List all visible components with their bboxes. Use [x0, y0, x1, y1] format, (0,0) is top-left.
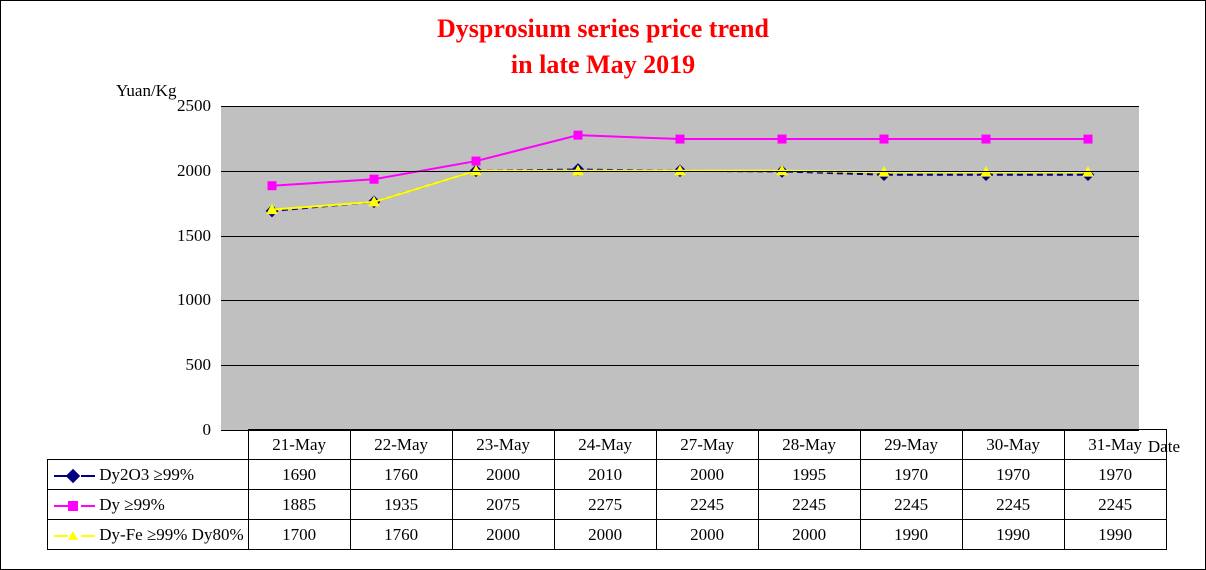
legend-marker-icon	[68, 531, 78, 540]
data-cell: 2245	[962, 490, 1064, 520]
data-cell: 1995	[758, 460, 860, 490]
data-cell: 1760	[350, 520, 452, 550]
category-header: 28-May	[758, 430, 860, 460]
table-header-row: 21-May22-May23-May24-May27-May28-May29-M…	[48, 430, 1167, 460]
series-name: Dy-Fe ≥99% Dy80%	[95, 525, 244, 544]
series-marker	[370, 175, 378, 183]
legend-marker-icon	[68, 501, 78, 511]
series-legend-cell: Dy-Fe ≥99% Dy80%	[48, 520, 249, 550]
legend-line-icon	[81, 475, 95, 477]
data-cell: 1970	[962, 460, 1064, 490]
legend-marker-icon	[66, 469, 80, 483]
y-tick-label: 1000	[151, 290, 211, 310]
y-tick-label: 2500	[151, 96, 211, 116]
y-tick-label: 2000	[151, 161, 211, 181]
series-marker	[982, 135, 990, 143]
series-marker	[574, 131, 582, 139]
gridline	[221, 106, 1139, 107]
series-name: Dy2O3 ≥99%	[95, 465, 194, 484]
category-header: 22-May	[350, 430, 452, 460]
series-marker	[880, 135, 888, 143]
data-cell: 2245	[860, 490, 962, 520]
chart-title: Dysprosium series price trend in late Ma…	[1, 11, 1205, 84]
data-cell: 2000	[554, 520, 656, 550]
series-marker	[268, 182, 276, 190]
data-cell: 1760	[350, 460, 452, 490]
category-header: 31-May	[1064, 430, 1166, 460]
category-header: 29-May	[860, 430, 962, 460]
data-cell: 1990	[860, 520, 962, 550]
legend-line-icon	[54, 505, 68, 507]
title-line-1: Dysprosium series price trend	[437, 14, 769, 43]
legend-line-icon	[81, 535, 95, 537]
data-cell: 2245	[758, 490, 860, 520]
data-cell: 1970	[860, 460, 962, 490]
series-legend-cell: Dy ≥99%	[48, 490, 249, 520]
data-cell: 2000	[656, 460, 758, 490]
gridline	[221, 236, 1139, 237]
legend-line-icon	[81, 505, 95, 507]
data-cell: 2000	[452, 460, 554, 490]
series-marker	[1084, 135, 1092, 143]
data-cell: 1690	[248, 460, 350, 490]
data-cell: 1885	[248, 490, 350, 520]
data-cell: 2275	[554, 490, 656, 520]
gridline	[221, 300, 1139, 301]
category-header: 30-May	[962, 430, 1064, 460]
data-cell: 1935	[350, 490, 452, 520]
series-legend-cell: Dy2O3 ≥99%	[48, 460, 249, 490]
series-marker	[472, 157, 480, 165]
y-tick-label: 1500	[151, 226, 211, 246]
chart-container: Dysprosium series price trend in late Ma…	[0, 0, 1206, 570]
legend-line-icon	[54, 535, 68, 537]
data-cell: 2000	[452, 520, 554, 550]
table-row: Dy2O3 ≥99%169017602000201020001995197019…	[48, 460, 1167, 490]
category-header: 23-May	[452, 430, 554, 460]
table-row: Dy ≥99%188519352075227522452245224522452…	[48, 490, 1167, 520]
plot-area	[221, 106, 1139, 430]
data-cell: 2000	[656, 520, 758, 550]
table-row: Dy-Fe ≥99% Dy80%170017602000200020002000…	[48, 520, 1167, 550]
data-cell: 2245	[1064, 490, 1166, 520]
data-cell: 1990	[1064, 520, 1166, 550]
data-cell: 2075	[452, 490, 554, 520]
title-line-2: in late May 2019	[511, 50, 695, 79]
y-tick-label: 500	[151, 355, 211, 375]
data-table: 21-May22-May23-May24-May27-May28-May29-M…	[47, 429, 1167, 550]
data-cell: 1990	[962, 520, 1064, 550]
chart-svg	[221, 106, 1139, 430]
gridline	[221, 171, 1139, 172]
series-marker	[778, 135, 786, 143]
data-cell: 2000	[758, 520, 860, 550]
data-cell: 1700	[248, 520, 350, 550]
data-cell: 2245	[656, 490, 758, 520]
data-cell: 2010	[554, 460, 656, 490]
table-body: Dy2O3 ≥99%169017602000201020001995197019…	[48, 460, 1167, 550]
data-cell: 1970	[1064, 460, 1166, 490]
series-name: Dy ≥99%	[95, 495, 165, 514]
category-header: 27-May	[656, 430, 758, 460]
category-header: 21-May	[248, 430, 350, 460]
series-marker	[676, 135, 684, 143]
category-header: 24-May	[554, 430, 656, 460]
gridline	[221, 365, 1139, 366]
y-tick-label: 0	[151, 420, 211, 440]
